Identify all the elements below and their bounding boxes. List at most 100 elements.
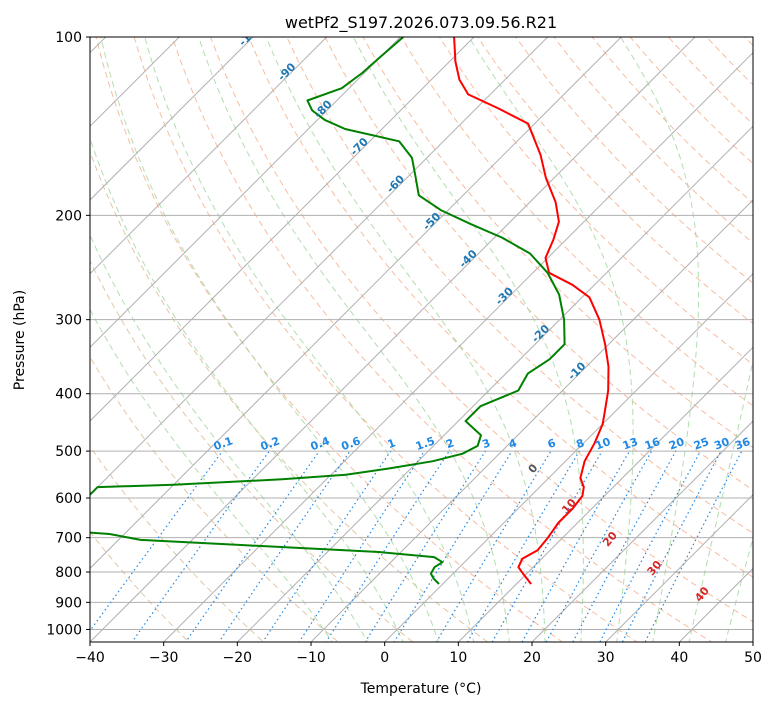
plot-area: 0.10.20.40.611.52346810131620253036-100-…: [90, 20, 753, 642]
x-tick-label: 30: [597, 650, 615, 666]
moist-adiabat: [198, 37, 510, 642]
y-tick-label: 1000: [46, 622, 82, 638]
isotherm-line: [531, 420, 753, 642]
mixing-ratio-lines: [90, 450, 743, 642]
mixing-ratio-label: 4: [507, 436, 519, 451]
isotherm-line: [90, 37, 696, 642]
x-tick-label: −40: [75, 650, 105, 666]
dry-adiabat: [95, 37, 564, 642]
mixing-ratio-label: 3: [480, 436, 492, 451]
mixing-ratio-line: [185, 450, 320, 642]
moist-adiabat: [90, 233, 369, 642]
y-axis-ticks: 100 200 300 400 500 600 700 800 900 1000: [46, 30, 90, 638]
moist-adiabat: [144, 37, 475, 642]
dry-adiabats: [90, 37, 753, 642]
x-tick-label: −30: [149, 650, 179, 666]
isotherm-line: [90, 37, 181, 128]
isotherm-line: [457, 346, 753, 642]
x-tick-label: 0: [380, 650, 389, 666]
isotherm-line: [90, 37, 254, 201]
x-tick-label: 50: [744, 650, 762, 666]
mixing-ratio-line: [572, 450, 677, 642]
x-tick-label: −10: [296, 650, 326, 666]
moist-adiabat: [265, 37, 546, 642]
dry-adiabat: [248, 37, 753, 578]
mixing-ratio-line: [435, 450, 552, 642]
mixing-ratio-label: 1.5: [414, 434, 437, 453]
mixing-ratio-label: 2: [444, 436, 456, 451]
dewpoint-line: [90, 37, 566, 585]
temperature-line: [453, 37, 610, 585]
mixing-ratio-label: 0.1: [212, 434, 235, 453]
y-tick-label: 600: [55, 491, 82, 507]
dry-adiabat: [90, 531, 190, 642]
mixing-ratio-label: 30: [712, 435, 731, 453]
mixing-ratio-line: [521, 450, 631, 642]
isotherm-line: [310, 199, 753, 642]
y-tick-label: 500: [55, 444, 82, 460]
isotherm-line: [236, 125, 753, 642]
y-tick-label: 800: [55, 565, 82, 581]
dry-adiabat: [90, 445, 265, 642]
mixing-ratio-label: 20: [667, 435, 686, 453]
profile-series: [90, 37, 610, 585]
x-tick-label: 40: [670, 650, 688, 666]
x-tick-label: 20: [523, 650, 541, 666]
dry-adiabat: [515, 37, 753, 284]
mixing-ratio-line: [545, 450, 653, 642]
grid-lines: [90, 37, 753, 642]
isotherm-line: [383, 272, 753, 642]
x-axis-label: Temperature (°C): [360, 681, 482, 697]
moist-adiabat: [688, 358, 753, 642]
moist-adiabat: [620, 37, 700, 642]
y-tick-label: 400: [55, 387, 82, 403]
mixing-ratio-line: [90, 450, 223, 632]
isotherm-line: [90, 37, 623, 570]
dry-adiabat: [362, 37, 753, 449]
mixing-ratio-label: 25: [692, 435, 711, 452]
dry-adiabat: [324, 37, 753, 491]
x-tick-label: 10: [449, 650, 467, 666]
dry-adiabat: [133, 37, 638, 642]
mixing-ratio-line: [393, 450, 513, 642]
in-plot-labels: 0.10.20.40.611.52346810131620253036-100-…: [212, 20, 752, 604]
mixing-ratio-label: 0.6: [340, 434, 363, 453]
mixing-ratio-line: [599, 450, 702, 642]
dry-adiabat: [90, 356, 339, 642]
mixing-ratio-line: [491, 450, 603, 642]
mixing-ratio-label: 1: [386, 436, 398, 451]
mixing-ratio-label: 36: [733, 435, 752, 453]
y-tick-label: 100: [55, 30, 82, 46]
isotherm-line: [90, 37, 549, 496]
y-axis-label: Pressure (hPa): [12, 290, 28, 390]
moist-adiabat: [725, 536, 753, 642]
isotherm-line: [90, 37, 475, 422]
mixing-ratio-label: 6: [546, 436, 558, 451]
mixing-ratio-line: [218, 450, 351, 642]
mixing-ratio-label: 0.2: [259, 434, 282, 453]
dry-adiabat-label: -100: [236, 20, 265, 49]
y-tick-label: 300: [55, 313, 82, 329]
isotherm-line: [90, 37, 328, 275]
moist-adiabats: [90, 37, 753, 642]
y-tick-label: 900: [55, 595, 82, 611]
dry-adiabat: [90, 259, 414, 642]
mixing-ratio-line: [466, 450, 580, 642]
dry-adiabat: [90, 150, 489, 642]
mixing-ratio-label: 16: [643, 435, 662, 453]
x-axis-ticks: −40 −30 −20 −10 0 10 20 30 40 50: [75, 642, 762, 666]
mixing-ratio-line: [325, 450, 450, 642]
mixing-ratio-label: 8: [574, 436, 586, 451]
y-tick-label: 200: [55, 208, 82, 224]
y-tick-label: 700: [55, 531, 82, 547]
isotherm-line: [604, 493, 753, 642]
x-tick-label: −20: [223, 650, 253, 666]
moist-adiabat: [352, 37, 584, 642]
moist-adiabat: [100, 37, 440, 642]
mixing-ratio-label: 10: [594, 435, 613, 453]
mixing-ratio-line: [644, 450, 743, 642]
moist-adiabat: [468, 37, 634, 642]
dry-adiabat: [171, 37, 713, 642]
